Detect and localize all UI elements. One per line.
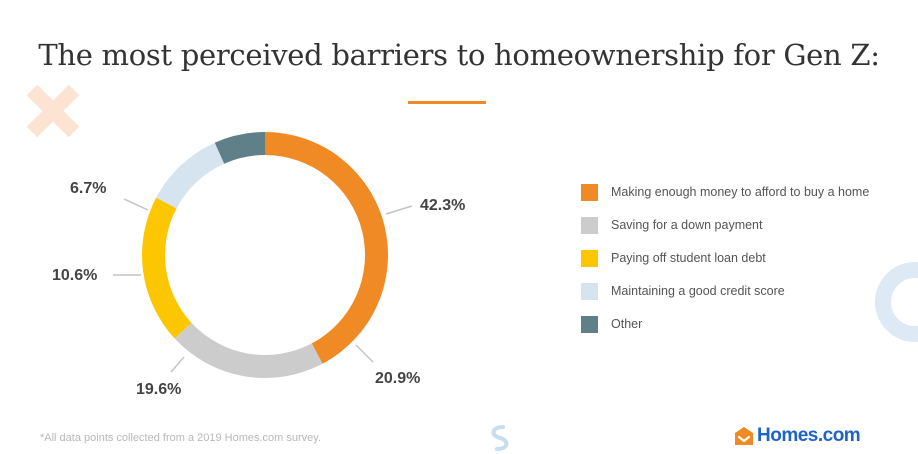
slice-value-label: 42.3% xyxy=(420,197,465,214)
house-box-icon xyxy=(735,427,753,445)
leader-line xyxy=(123,198,149,211)
logo-text: Homes.com xyxy=(757,425,861,446)
donut-slice xyxy=(265,132,388,364)
decorative-squiggle-icon xyxy=(491,425,509,451)
legend-swatch xyxy=(581,184,598,201)
donut-slice xyxy=(174,322,323,378)
legend-label: Other xyxy=(611,317,643,331)
legend-label: Paying off student loan debt xyxy=(611,251,766,265)
decorative-x-icon xyxy=(26,84,80,138)
slice-value-label: 10.6% xyxy=(52,267,97,284)
slice-value-label: 20.9% xyxy=(375,370,420,387)
donut-slice xyxy=(156,142,225,209)
legend-label: Making enough money to afford to buy a h… xyxy=(611,185,870,199)
legend-swatch xyxy=(581,217,598,234)
page-title: The most perceived barriers to homeowner… xyxy=(38,38,880,72)
slice-value-label: 6.7% xyxy=(70,180,106,197)
leader-line xyxy=(385,205,413,215)
legend-swatch xyxy=(581,250,598,267)
title-underline xyxy=(408,101,486,104)
legend-swatch xyxy=(581,316,598,333)
legend-swatch xyxy=(581,283,598,300)
decorative-ring-icon xyxy=(875,262,918,342)
leader-line xyxy=(170,356,185,373)
donut-slice xyxy=(141,197,192,339)
footnote: *All data points collected from a 2019 H… xyxy=(40,432,322,444)
slice-value-label: 19.6% xyxy=(136,381,181,398)
legend-label: Maintaining a good credit score xyxy=(611,284,785,298)
leader-line xyxy=(355,344,374,363)
donut-slice xyxy=(214,132,265,164)
legend-label: Saving for a down payment xyxy=(611,218,763,232)
